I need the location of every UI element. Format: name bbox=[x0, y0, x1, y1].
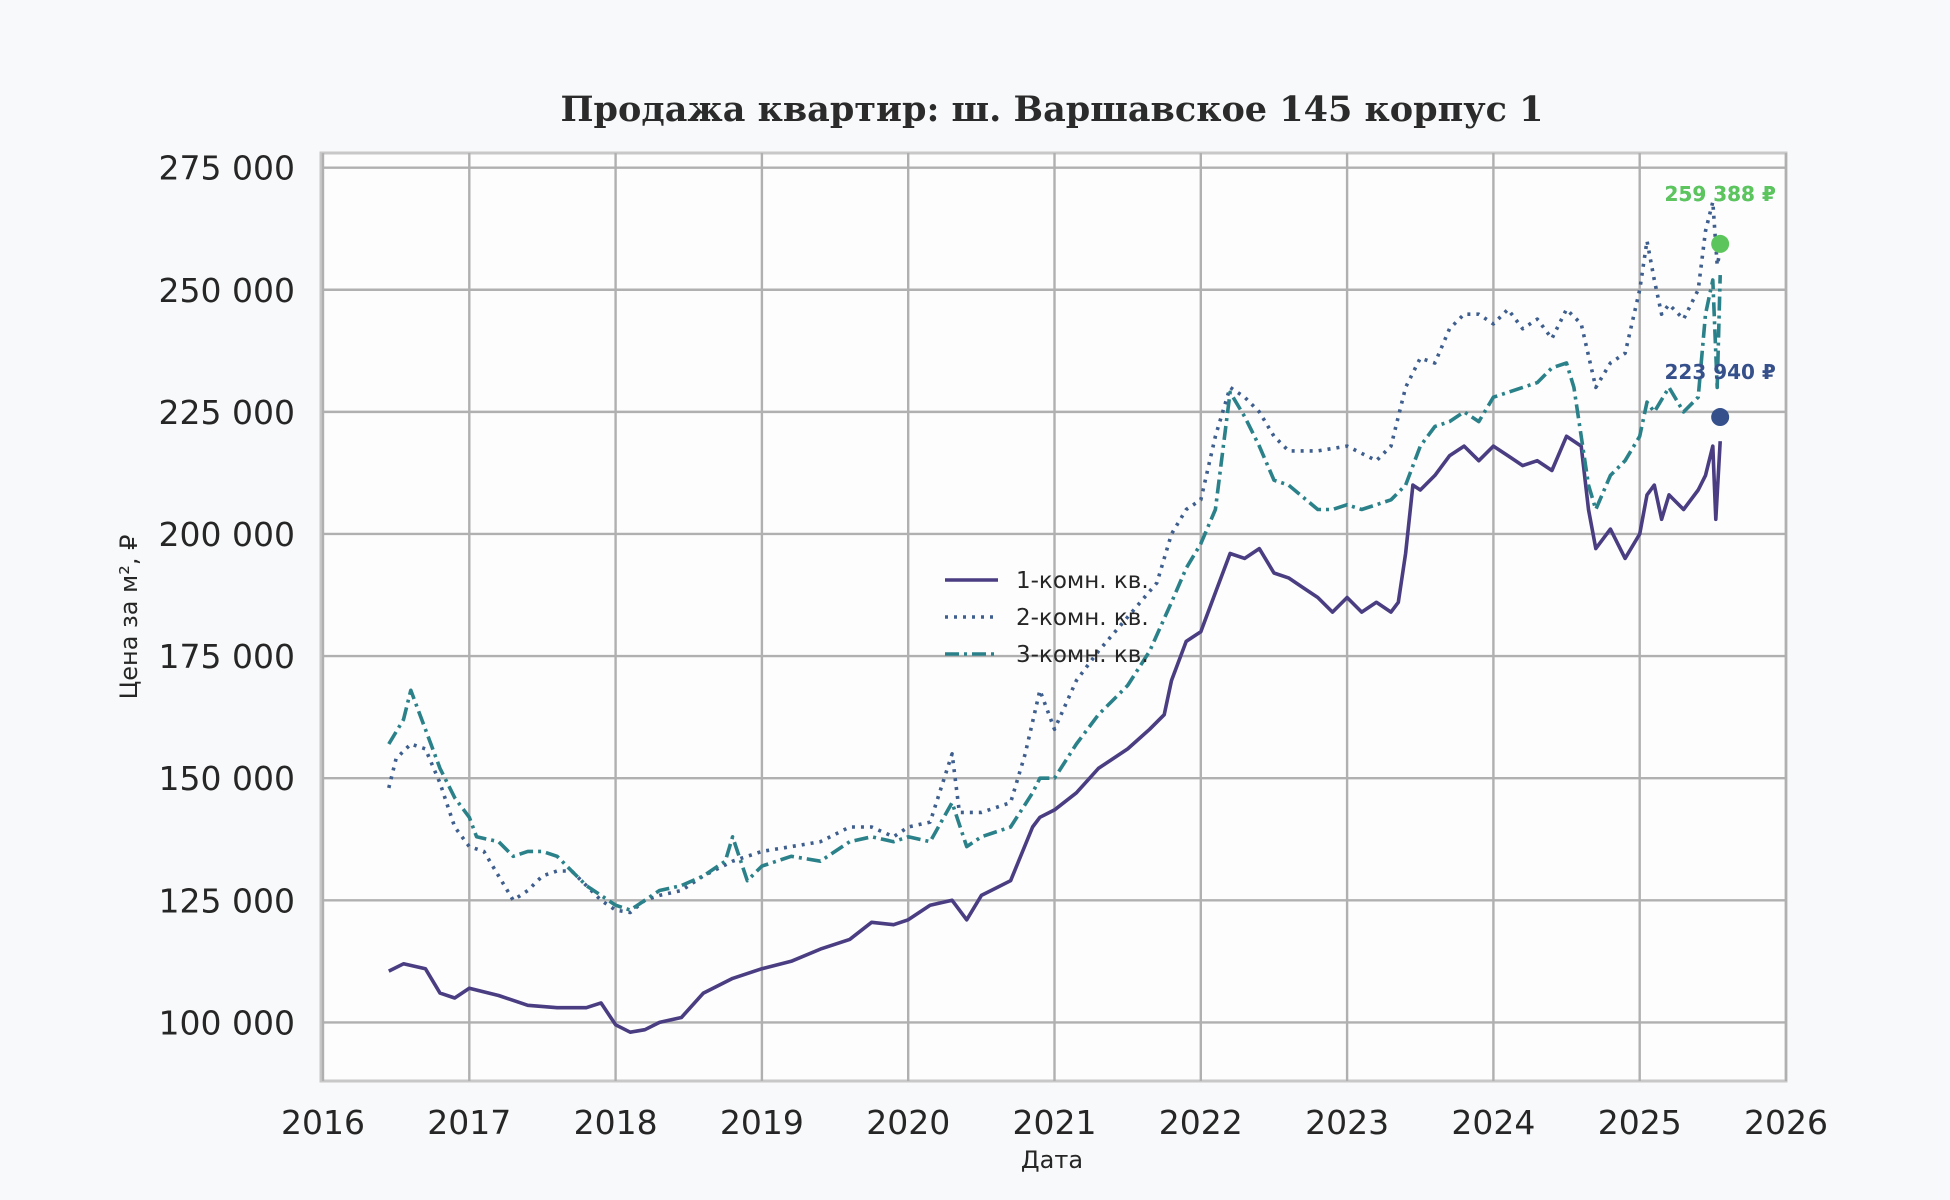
legend-label: 1-комн. кв. bbox=[1016, 568, 1149, 594]
end-marker bbox=[1711, 234, 1730, 253]
y-tick-label: 225 000 bbox=[159, 393, 295, 432]
y-tick-label: 200 000 bbox=[159, 515, 295, 554]
legend: 1-комн. кв. 2-комн. кв. 3-комн. кв. bbox=[945, 568, 1149, 668]
y-tick-label: 150 000 bbox=[159, 759, 295, 798]
y-tick-label: 175 000 bbox=[159, 637, 295, 676]
x-tick-label: 2019 bbox=[720, 1103, 804, 1142]
x-tick-label: 2021 bbox=[1013, 1103, 1097, 1142]
x-tick-label: 2016 bbox=[281, 1103, 365, 1142]
value-annotation: 259 388 ₽ bbox=[1664, 182, 1775, 206]
x-tick-label: 2018 bbox=[574, 1103, 658, 1142]
y-tick-label: 250 000 bbox=[159, 271, 295, 310]
value-annotation: 259 388 ₽ bbox=[1664, 182, 1775, 206]
chart-title: Продажа квартир: ш. Варшавское 145 корпу… bbox=[561, 89, 1544, 130]
y-tick-label: 275 000 bbox=[159, 149, 295, 188]
value-annotations: 259 388 ₽259 388 ₽223 940 ₽ bbox=[1664, 182, 1775, 384]
series-line-3 bbox=[387, 275, 1722, 912]
x-tick-label: 2023 bbox=[1305, 1103, 1389, 1142]
x-tick-label: 2020 bbox=[866, 1103, 950, 1142]
legend-label: 2-комн. кв. bbox=[1016, 605, 1149, 631]
end-markers bbox=[1711, 234, 1730, 427]
y-tick-label: 125 000 bbox=[159, 881, 295, 920]
x-axis-label: Дата bbox=[1021, 1146, 1083, 1174]
x-axis-ticks: 2016 2017 2018 2019 2020 2021 2022 2023 2024 2025… bbox=[281, 1103, 1828, 1142]
x-tick-label: 2025 bbox=[1598, 1103, 1682, 1142]
series-lines bbox=[387, 200, 1722, 1034]
y-axis-ticks: 100 000 125 000 150 000 175 000 200 000 225 0… bbox=[159, 149, 295, 1043]
value-annotation: 223 940 ₽ bbox=[1664, 360, 1775, 384]
x-tick-label: 2026 bbox=[1744, 1103, 1828, 1142]
x-tick-label: 2024 bbox=[1451, 1103, 1535, 1142]
legend-label: 3-комн. кв. bbox=[1016, 642, 1149, 668]
y-axis-label: Цена за м², ₽ bbox=[115, 535, 143, 700]
x-tick-label: 2022 bbox=[1159, 1103, 1243, 1142]
series-line-1 bbox=[387, 434, 1722, 1034]
x-tick-label: 2017 bbox=[427, 1103, 511, 1142]
end-marker bbox=[1711, 408, 1730, 427]
series-line-2 bbox=[387, 200, 1722, 915]
grid-lines bbox=[321, 153, 1788, 1081]
y-tick-label: 100 000 bbox=[159, 1003, 295, 1042]
